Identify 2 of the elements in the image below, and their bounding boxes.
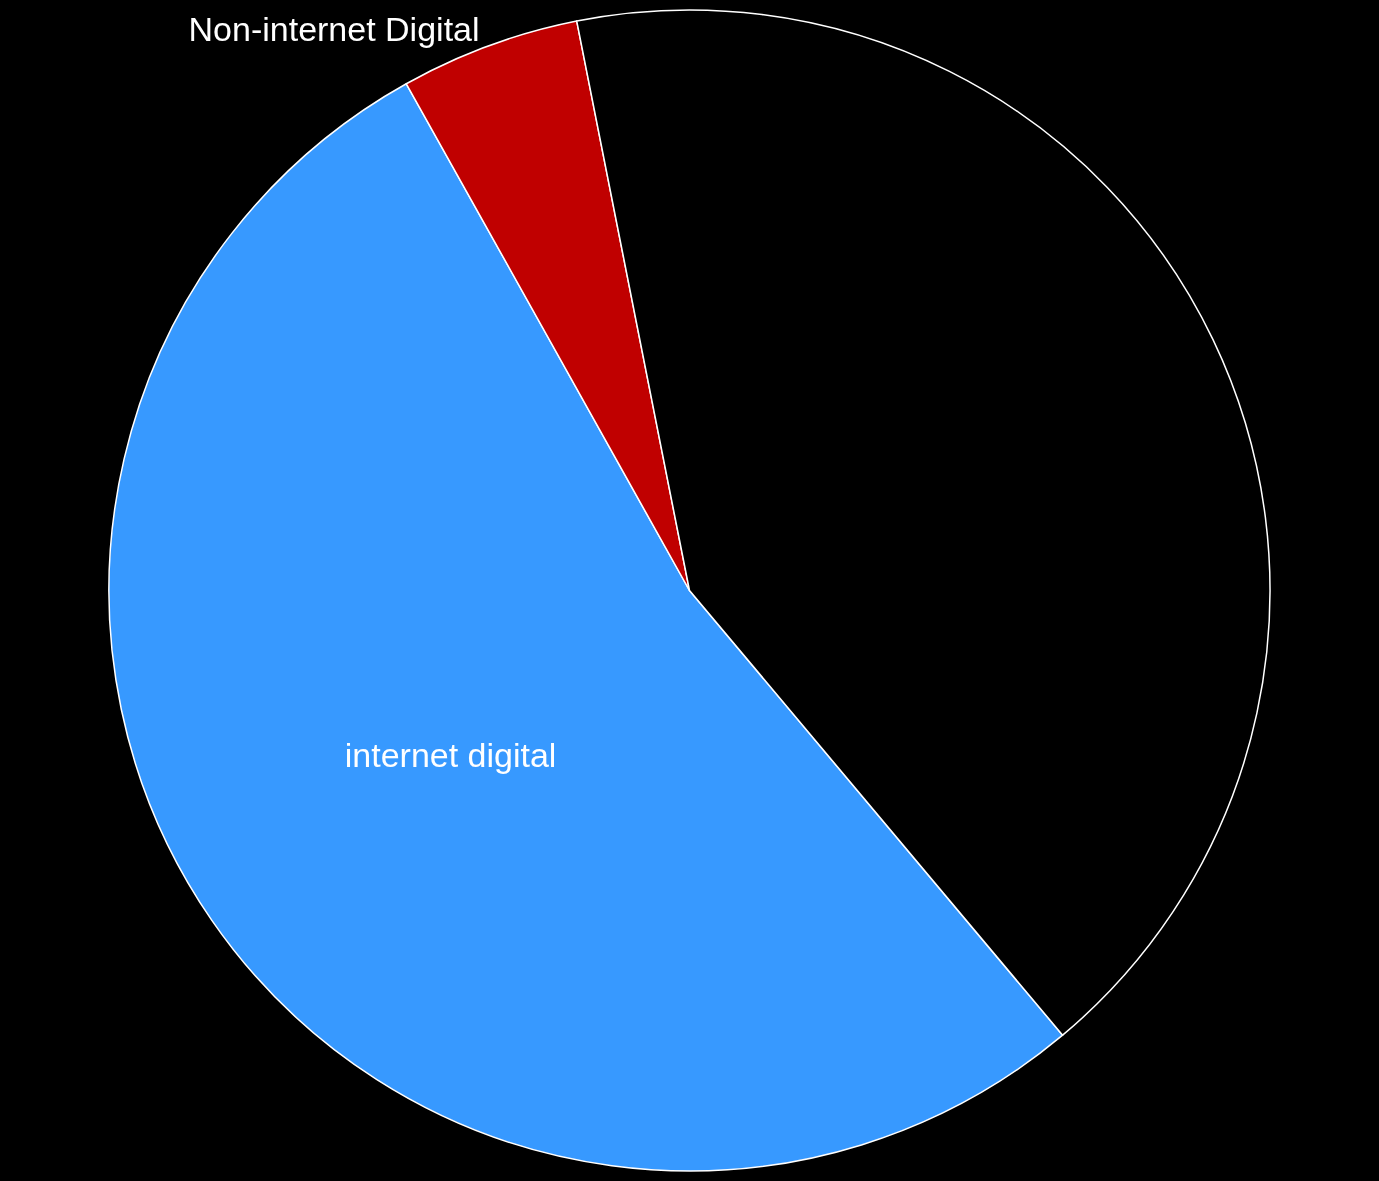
slice-label: internet digital [344,736,557,775]
slice-label: Non-internet Digital [188,9,480,48]
